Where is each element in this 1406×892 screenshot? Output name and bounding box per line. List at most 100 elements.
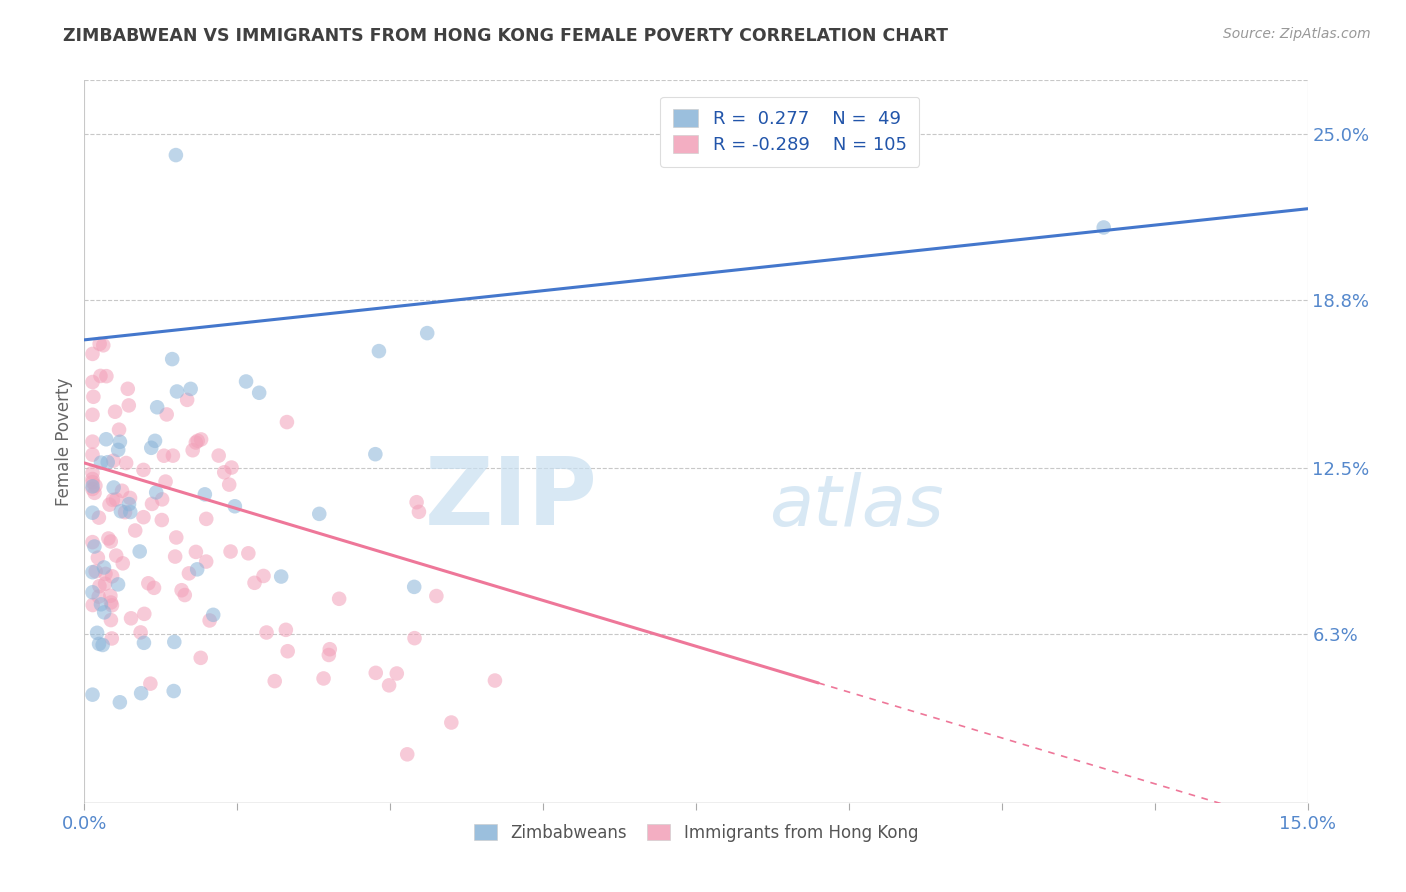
Point — [141, 441, 163, 455]
Point — [405, 495, 427, 509]
Point — [129, 625, 152, 640]
Point — [105, 549, 128, 563]
Point — [118, 491, 141, 505]
Point — [177, 566, 200, 581]
Point — [238, 546, 260, 560]
Point — [195, 512, 218, 526]
Point — [256, 625, 278, 640]
Point — [190, 650, 212, 665]
Point — [318, 648, 340, 662]
Point — [156, 408, 179, 422]
Point — [93, 560, 115, 574]
Point — [82, 585, 104, 599]
Point — [82, 479, 104, 493]
Point — [100, 595, 122, 609]
Point — [82, 475, 104, 490]
Point — [404, 631, 426, 645]
Point — [101, 599, 124, 613]
Point — [83, 540, 105, 554]
Text: Source: ZipAtlas.com: Source: ZipAtlas.com — [1223, 27, 1371, 41]
Point — [484, 673, 506, 688]
Point — [120, 611, 142, 625]
Point — [408, 505, 430, 519]
Point — [118, 398, 141, 412]
Point — [86, 625, 108, 640]
Point — [425, 589, 447, 603]
Point — [180, 382, 202, 396]
Point — [440, 715, 463, 730]
Point — [378, 678, 401, 692]
Point — [136, 576, 159, 591]
Point — [328, 591, 350, 606]
Point — [184, 435, 207, 450]
Point — [103, 480, 125, 494]
Point — [155, 475, 177, 489]
Point — [101, 632, 124, 646]
Point — [270, 569, 292, 583]
Point — [100, 613, 122, 627]
Point — [82, 466, 104, 480]
Point — [83, 486, 105, 500]
Point — [108, 695, 131, 709]
Point — [100, 589, 122, 603]
Point — [104, 405, 127, 419]
Text: ZIP: ZIP — [425, 453, 598, 545]
Point — [162, 449, 184, 463]
Point — [82, 390, 104, 404]
Point — [82, 482, 104, 496]
Point — [100, 534, 122, 549]
Point — [108, 434, 131, 449]
Point — [118, 497, 141, 511]
Point — [252, 569, 274, 583]
Point — [224, 500, 246, 514]
Point — [198, 614, 221, 628]
Point — [111, 483, 134, 498]
Point — [143, 434, 166, 448]
Point — [134, 607, 156, 621]
Point — [82, 434, 104, 449]
Point — [132, 636, 155, 650]
Point — [107, 577, 129, 591]
Point — [416, 326, 439, 340]
Point — [89, 368, 111, 383]
Point — [308, 507, 330, 521]
Text: atlas: atlas — [769, 472, 943, 541]
Point — [132, 510, 155, 524]
Point — [91, 338, 114, 352]
Point — [195, 555, 218, 569]
Point — [111, 557, 134, 571]
Point — [105, 492, 128, 507]
Point — [91, 638, 114, 652]
Point — [181, 443, 204, 458]
Point — [184, 545, 207, 559]
Point — [82, 375, 104, 389]
Point — [96, 369, 118, 384]
Point — [94, 576, 117, 591]
Point — [143, 581, 166, 595]
Point — [385, 666, 408, 681]
Point — [97, 455, 120, 469]
Point — [82, 408, 104, 422]
Point — [90, 597, 112, 611]
Point — [202, 607, 225, 622]
Point — [173, 588, 195, 602]
Point — [82, 688, 104, 702]
Point — [115, 456, 138, 470]
Point — [82, 472, 104, 486]
Point — [124, 524, 146, 538]
Point — [87, 550, 110, 565]
Point — [163, 684, 186, 698]
Y-axis label: Female Poverty: Female Poverty — [55, 377, 73, 506]
Point — [176, 392, 198, 407]
Point — [132, 463, 155, 477]
Point — [274, 623, 297, 637]
Point — [114, 505, 136, 519]
Point — [165, 148, 187, 162]
Point — [82, 565, 104, 579]
Point — [82, 598, 104, 612]
Legend: Zimbabweans, Immigrants from Hong Kong: Zimbabweans, Immigrants from Hong Kong — [467, 817, 925, 848]
Point — [107, 442, 129, 457]
Point — [165, 531, 187, 545]
Point — [212, 465, 235, 479]
Point — [190, 433, 212, 447]
